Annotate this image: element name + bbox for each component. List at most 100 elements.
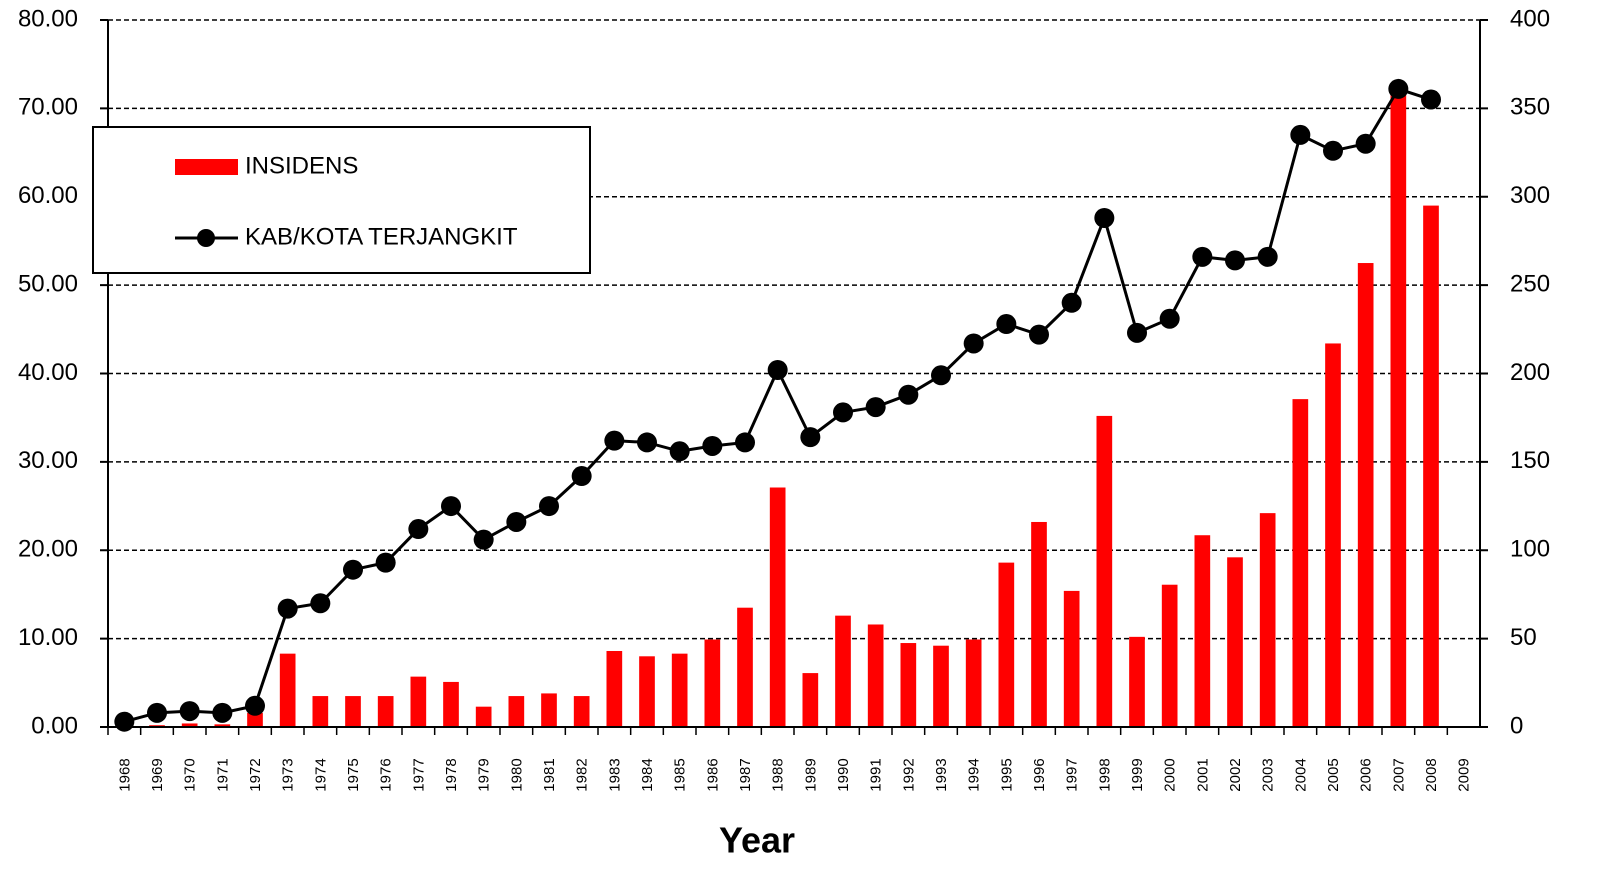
- point: [277, 598, 298, 619]
- y2-tick-label: 150: [1510, 447, 1550, 474]
- point: [702, 435, 723, 456]
- legend-label: KAB/KOTA TERJANGKIT: [245, 223, 518, 250]
- point: [963, 333, 984, 354]
- point: [1159, 308, 1180, 329]
- point: [147, 702, 167, 723]
- x-tick-label: 1998: [1096, 758, 1113, 791]
- bar: [671, 653, 688, 727]
- point: [604, 430, 625, 451]
- x-tick-label: 1997: [1064, 758, 1081, 791]
- x-tick-label: 2008: [1423, 758, 1440, 791]
- y2-tick-label: 250: [1510, 270, 1550, 297]
- y2-tick-label: 50: [1510, 624, 1537, 651]
- x-tick-label: 1979: [476, 758, 493, 791]
- bar: [867, 624, 884, 727]
- y-tick-label: 70.00: [18, 94, 78, 121]
- point: [669, 441, 690, 462]
- x-tick-label: 1992: [900, 758, 917, 791]
- point: [114, 711, 135, 732]
- x-tick-label: 1987: [737, 758, 754, 791]
- y2-tick-label: 400: [1510, 5, 1550, 32]
- point: [1127, 322, 1147, 343]
- x-tick-label: 2004: [1292, 758, 1309, 791]
- bar: [247, 712, 263, 727]
- y-tick-label: 10.00: [18, 624, 78, 651]
- y2-tick-label: 200: [1510, 359, 1550, 386]
- y-tick-label: 60.00: [18, 182, 78, 209]
- bar: [1031, 521, 1047, 727]
- legend-swatch: [175, 159, 238, 175]
- bar: [1423, 205, 1439, 727]
- bar: [1325, 343, 1341, 727]
- x-tick-label: 1977: [410, 758, 427, 791]
- point: [179, 701, 200, 722]
- bar: [475, 706, 492, 727]
- y-tick-label: 50.00: [18, 270, 78, 297]
- legend-swatch: [197, 229, 215, 247]
- x-tick-label: 1981: [541, 758, 558, 791]
- point: [212, 702, 233, 723]
- x-tick-label: 1976: [378, 758, 395, 791]
- point: [343, 559, 363, 580]
- x-tick-label: 2001: [1194, 758, 1211, 791]
- point: [1029, 324, 1049, 345]
- bar: [965, 639, 982, 727]
- bar: [802, 673, 819, 727]
- bar: [835, 615, 851, 727]
- x-tick-label: 1980: [508, 758, 525, 791]
- point: [1094, 207, 1115, 228]
- bar: [704, 639, 721, 727]
- y2-tick-label: 0: [1510, 712, 1523, 739]
- bar: [345, 696, 361, 727]
- bar: [181, 723, 198, 727]
- bar: [508, 696, 525, 727]
- x-axis-title: Year: [719, 820, 795, 861]
- x-tick-label: 1988: [770, 758, 787, 791]
- x-tick-label: 1975: [345, 758, 362, 791]
- x-tick-label: 1995: [998, 758, 1015, 791]
- x-tick-label: 2006: [1358, 758, 1375, 791]
- bar: [541, 693, 557, 727]
- bar: [312, 696, 329, 727]
- point: [1355, 133, 1376, 154]
- bar: [410, 676, 427, 727]
- x-tick-label: 1968: [116, 758, 133, 791]
- bar: [1292, 399, 1309, 727]
- point: [375, 552, 396, 573]
- y2-tick-label: 300: [1510, 182, 1550, 209]
- bar: [639, 656, 655, 727]
- point: [735, 432, 755, 453]
- x-tick-label: 1974: [312, 758, 329, 791]
- bar: [606, 650, 623, 727]
- bar: [214, 724, 231, 727]
- x-tick-label: 1993: [933, 758, 950, 791]
- point: [539, 496, 559, 517]
- y-tick-label: 80.00: [18, 5, 78, 32]
- point: [506, 511, 527, 532]
- x-tick-label: 1983: [606, 758, 623, 791]
- bar: [279, 653, 296, 727]
- bar: [933, 645, 949, 727]
- point: [865, 397, 886, 418]
- x-tick-label: 1978: [443, 758, 460, 791]
- x-tick-label: 2005: [1325, 758, 1342, 791]
- x-tick-label: 1972: [247, 758, 264, 791]
- x-tick-label: 1985: [672, 758, 689, 791]
- x-tick-label: 1982: [574, 758, 591, 791]
- point: [931, 365, 951, 386]
- point: [441, 496, 461, 517]
- point: [245, 695, 265, 716]
- point: [1290, 124, 1311, 145]
- bar: [1357, 263, 1374, 727]
- x-tick-label: 1999: [1129, 758, 1146, 791]
- bar: [1096, 415, 1113, 727]
- point: [1257, 246, 1278, 267]
- x-tick-label: 1989: [802, 758, 819, 791]
- bar: [998, 562, 1015, 727]
- point: [473, 529, 494, 550]
- point: [996, 314, 1017, 335]
- point: [310, 593, 331, 614]
- x-tick-label: 2003: [1260, 758, 1277, 791]
- point: [1192, 246, 1213, 267]
